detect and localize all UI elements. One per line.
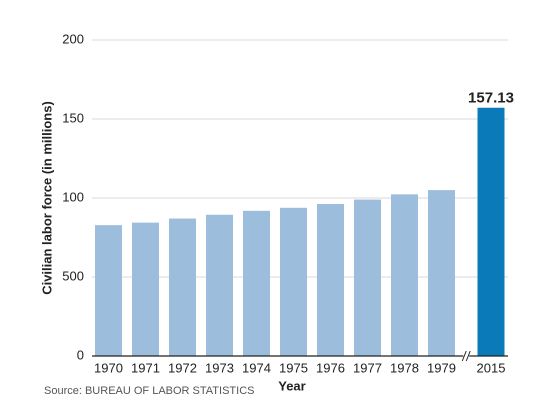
- bar: [354, 199, 381, 356]
- bar: [317, 204, 344, 356]
- y-tick-label: 200: [62, 31, 84, 46]
- source: Source: BUREAU OF LABOR STATISTICS: [44, 385, 254, 397]
- x-tick-label: 1971: [131, 360, 160, 375]
- bar: [95, 225, 122, 356]
- x-axis-label: Year: [278, 378, 305, 393]
- x-tick-label: 1979: [427, 360, 456, 375]
- x-tick-label: 1972: [168, 360, 197, 375]
- axis-break-gap: [463, 350, 470, 362]
- y-axis-label: Civilian labor force (in millions): [39, 101, 54, 295]
- x-tick-label: 1978: [390, 360, 419, 375]
- bar: [169, 218, 196, 356]
- x-tick-label: 1974: [242, 360, 271, 375]
- bar: [391, 194, 418, 356]
- bar: [206, 214, 233, 356]
- y-tick-label: 0: [77, 347, 84, 362]
- axis-break: [461, 350, 471, 362]
- y-tick-label: 150: [62, 110, 84, 125]
- bar: [280, 207, 307, 356]
- y-tick-label: 100: [62, 189, 84, 204]
- x-tick-label: 1976: [316, 360, 345, 375]
- bar: [132, 222, 159, 356]
- bar: [477, 107, 505, 357]
- data-label: 157.13: [468, 90, 514, 107]
- x-tick-label: 1973: [205, 360, 234, 375]
- x-tick-label: 2015: [477, 360, 506, 375]
- x-tick-label: 1970: [94, 360, 123, 375]
- x-tick-label: 1977: [353, 360, 382, 375]
- x-tick-label: 1975: [279, 360, 308, 375]
- y-tick-label: 500: [62, 268, 84, 283]
- bar: [428, 190, 455, 356]
- bar: [243, 210, 270, 356]
